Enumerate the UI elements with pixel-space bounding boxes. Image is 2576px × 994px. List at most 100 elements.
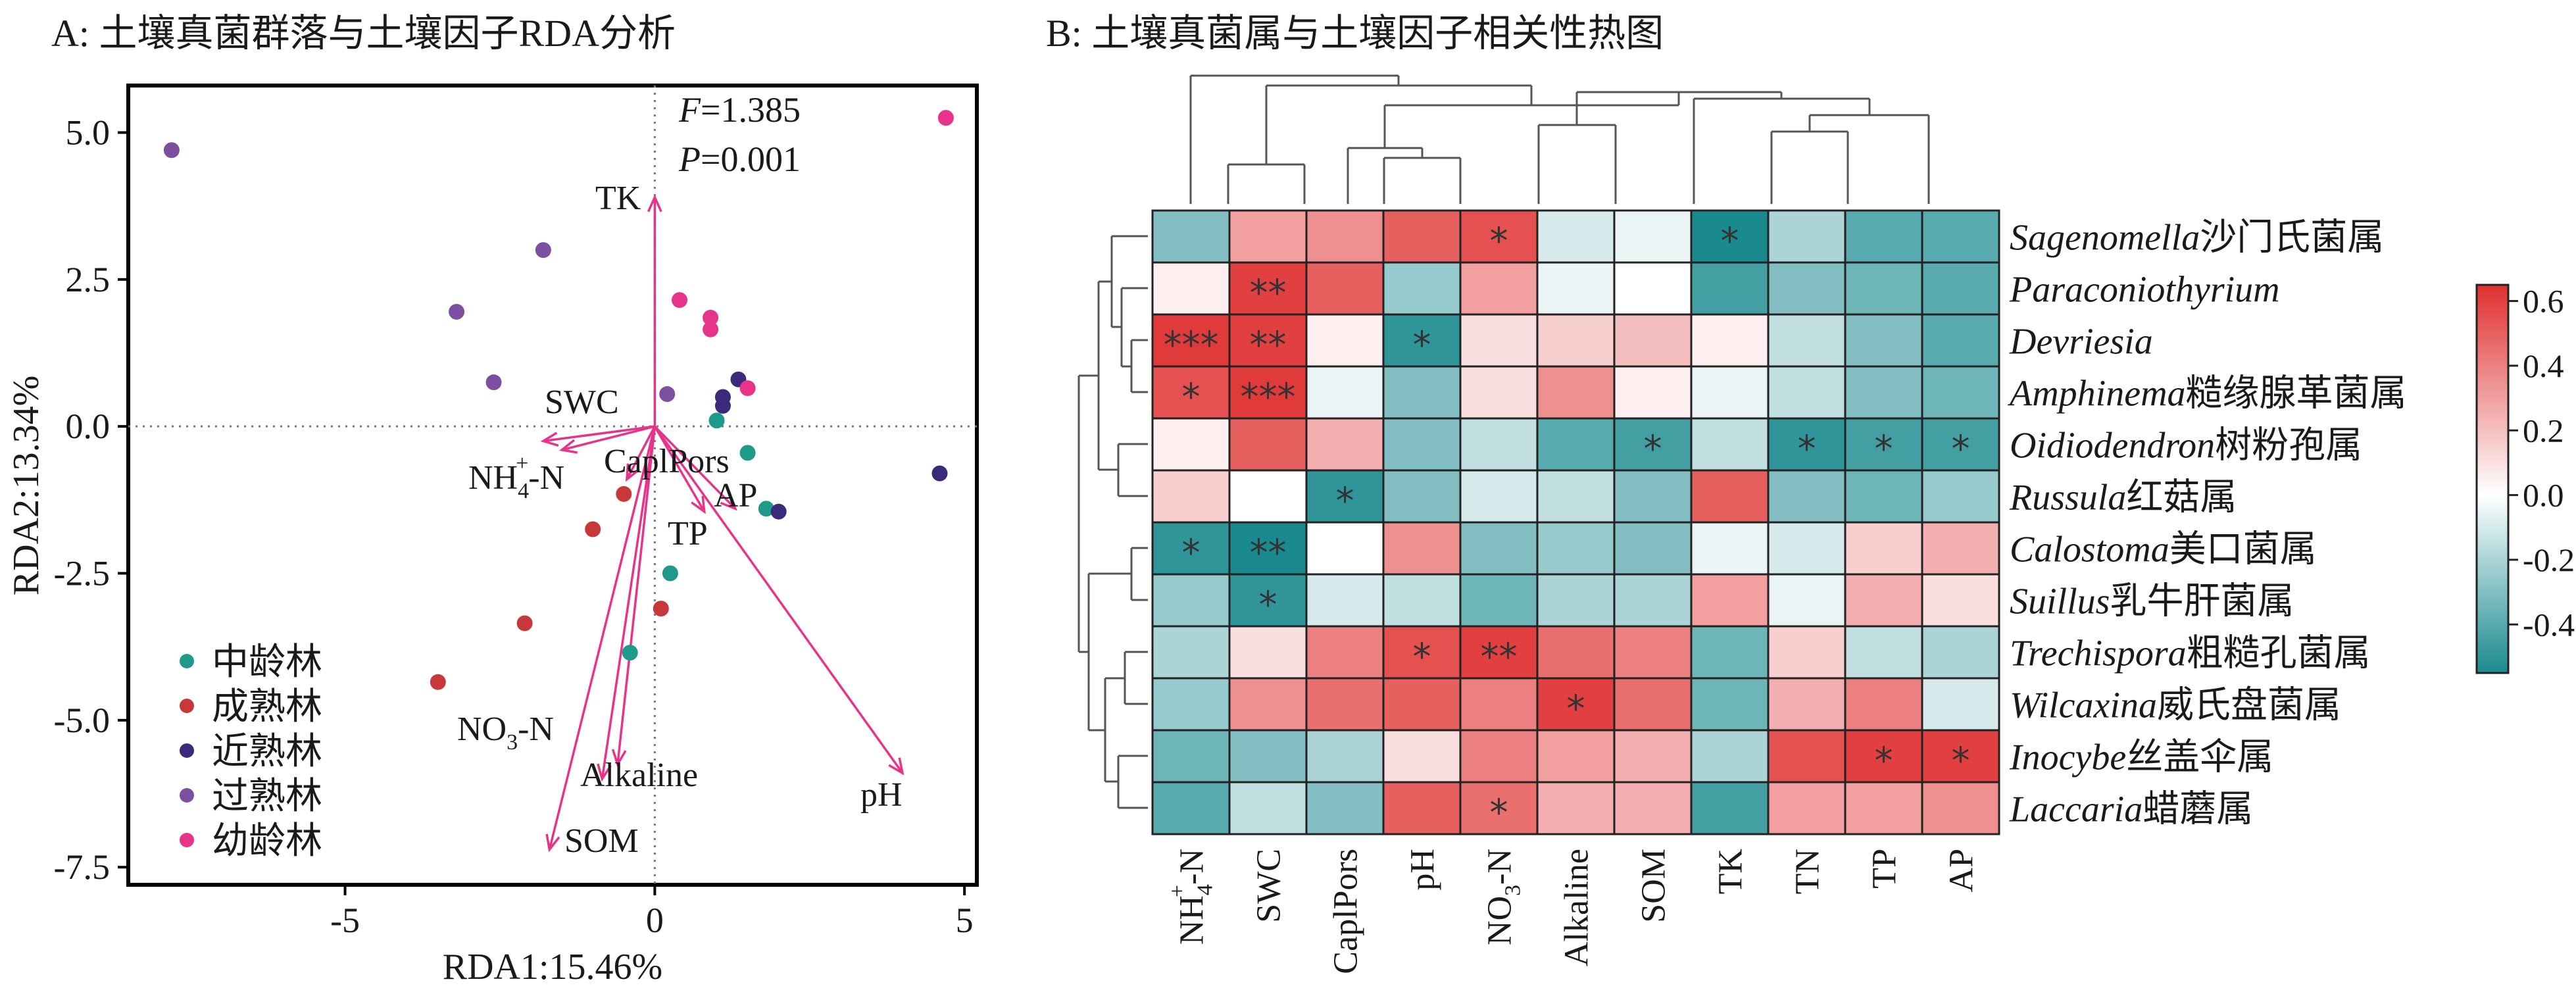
rda-point bbox=[449, 303, 465, 320]
arrow-Alkaline bbox=[616, 426, 656, 765]
arrowhead-Alkaline bbox=[611, 749, 627, 768]
rda-plot: -5 0 5 5.0 2.5 0.0 -2.5 -5.0 -7.5 TK SWC NH4+-N… bbox=[6, 84, 979, 987]
rda-point bbox=[585, 521, 601, 537]
heatmap-cell bbox=[1690, 313, 1770, 368]
legend-swatch-near-mature bbox=[180, 743, 194, 758]
rda-point bbox=[659, 386, 676, 403]
rda-arrows bbox=[540, 194, 904, 853]
rda-point bbox=[714, 397, 731, 414]
heatmap-cell bbox=[1305, 729, 1385, 783]
correlation-heatmap: * ****** ** ** **** * * *** **** **** ** Sagenomel… bbox=[1077, 74, 2575, 974]
row-label: Calostoma美口菌属 bbox=[2010, 530, 2317, 570]
arrow-pH bbox=[653, 426, 904, 774]
heatmap-cell bbox=[1228, 573, 1308, 628]
heatmap-cell bbox=[1459, 469, 1539, 524]
heatmap-cell bbox=[1844, 781, 1923, 835]
heatmap-cell bbox=[1228, 625, 1308, 680]
heatmap-cell bbox=[1228, 677, 1308, 732]
heatmap-cell bbox=[1305, 677, 1385, 732]
heatmap-cell bbox=[1844, 261, 1923, 316]
significance-star: ** bbox=[1250, 272, 1287, 315]
heatmap-cell bbox=[1844, 625, 1923, 680]
heatmap-cell bbox=[1844, 677, 1923, 732]
heatmap-cell bbox=[1536, 365, 1616, 420]
heatmap-cell bbox=[1767, 261, 1846, 316]
rda-point bbox=[937, 110, 954, 126]
column-label: NO3-N bbox=[1481, 849, 1525, 945]
arrow-label-nh4: NH4+-N bbox=[468, 451, 564, 503]
heatmap-cell bbox=[1844, 365, 1923, 420]
heatmap-cell bbox=[1690, 469, 1770, 524]
heatmap-cell bbox=[1459, 261, 1539, 316]
heatmap-cell bbox=[1382, 417, 1462, 472]
arrow-label-tp: TP bbox=[668, 515, 708, 553]
rda-point bbox=[739, 380, 756, 397]
arrow-SWC bbox=[543, 425, 655, 443]
rda-point bbox=[516, 615, 533, 632]
arrowhead-pH bbox=[888, 757, 904, 776]
heatmap-cell bbox=[1305, 625, 1385, 680]
heatmap-cell bbox=[1690, 677, 1770, 732]
heatmap-cell bbox=[1690, 625, 1770, 680]
significance-star: * bbox=[1336, 480, 1354, 523]
heatmap-cells bbox=[1151, 209, 2000, 835]
colorbar-tick-label: 0.6 bbox=[2523, 283, 2564, 320]
heatmap-significance-stars: * ****** ** ** **** * * *** **** **** ** bbox=[1164, 220, 1970, 835]
colorbar-tick-label: 0.4 bbox=[2523, 347, 2564, 384]
significance-star: * bbox=[1952, 740, 1970, 783]
column-label: TN bbox=[1789, 849, 1827, 894]
legend-label-mature: 成熟林 bbox=[212, 687, 322, 728]
arrowhead-TP bbox=[691, 495, 706, 514]
heatmap-cell bbox=[1613, 573, 1693, 628]
heatmap-cell bbox=[1921, 469, 2000, 524]
heatmap-cell bbox=[1459, 573, 1539, 628]
rda-legend: 中龄林 成熟林 近熟林 过熟林 幼龄林 bbox=[180, 642, 322, 862]
rda-point bbox=[703, 309, 719, 326]
rda-y-ticks: 5.0 2.5 0.0 -2.5 -5.0 -7.5 bbox=[54, 112, 128, 887]
heatmap-cell bbox=[1767, 417, 1846, 472]
heatmap-cell bbox=[1844, 313, 1923, 368]
significance-star: * bbox=[1798, 428, 1816, 471]
significance-star: *** bbox=[1241, 376, 1296, 419]
legend-swatch-mid-age bbox=[180, 654, 194, 668]
heatmap-cell bbox=[1459, 365, 1539, 420]
heatmap-cell bbox=[1459, 729, 1539, 783]
heatmap-cell bbox=[1536, 469, 1616, 524]
heatmap-cell bbox=[1459, 417, 1539, 472]
heatmap-cell bbox=[1767, 573, 1846, 628]
rda-x-ticks: -5 0 5 bbox=[330, 885, 974, 940]
heatmap-cell bbox=[1151, 209, 1231, 264]
heatmap-cell bbox=[1536, 261, 1616, 316]
arrowhead-SOM bbox=[545, 833, 560, 853]
arrow-label-ph: pH bbox=[860, 776, 903, 814]
heatmap-cell bbox=[1844, 469, 1923, 524]
heatmap-cell bbox=[1536, 729, 1616, 783]
heatmap-cell bbox=[1305, 781, 1385, 835]
heatmap-cell bbox=[1921, 365, 2000, 420]
heatmap-cell bbox=[1151, 625, 1231, 680]
colorbar-tick-label: 0.0 bbox=[2523, 477, 2564, 514]
row-label: Laccaria蜡蘑属 bbox=[2009, 789, 2253, 830]
heatmap-column-labels: NH4+-N SWC CaplPors pH NO3-N Alkaline SOM TK TN T… bbox=[1166, 849, 1981, 974]
x-tick-label: -5 bbox=[330, 901, 360, 940]
rda-arrow-labels: TK SWC NH4+-N CaplPors AP TP NO3-N Alkal… bbox=[457, 180, 903, 860]
heatmap-cell bbox=[1536, 625, 1616, 680]
significance-star: * bbox=[1875, 428, 1893, 471]
heatmap-cell bbox=[1228, 209, 1308, 264]
arrow-label-caplpors: CaplPors bbox=[604, 443, 730, 480]
heatmap-cell bbox=[1151, 781, 1231, 835]
heatmap-cell bbox=[1305, 313, 1385, 368]
rda-point bbox=[758, 501, 774, 517]
rda-point bbox=[622, 645, 638, 661]
p-value: P=0.001 bbox=[678, 139, 801, 179]
rda-x-axis-title: RDA1:15.46% bbox=[443, 947, 662, 987]
heatmap-cell bbox=[1613, 365, 1693, 420]
heatmap-cell bbox=[1228, 469, 1308, 524]
significance-star: * bbox=[1952, 428, 1970, 471]
arrowhead-TK bbox=[647, 194, 662, 212]
rda-point bbox=[163, 142, 180, 159]
heatmap-cell bbox=[1536, 573, 1616, 628]
rda-point bbox=[931, 465, 948, 482]
legend-label-near-mature: 近熟林 bbox=[212, 732, 322, 772]
x-tick-label: 0 bbox=[646, 901, 664, 940]
